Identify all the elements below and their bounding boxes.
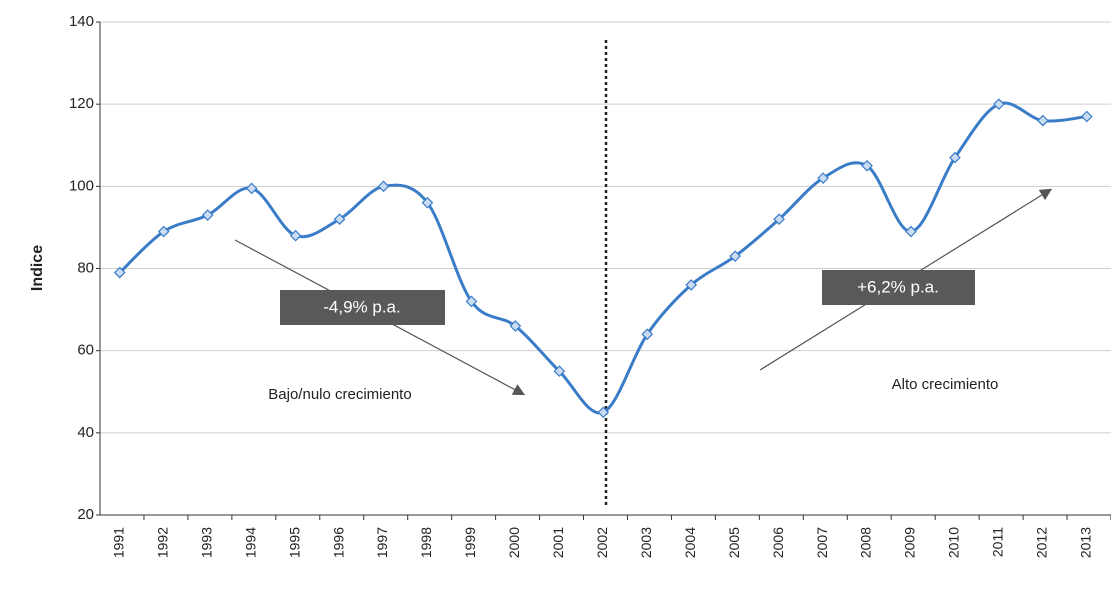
annotation-box — [280, 290, 445, 325]
annotation-box — [822, 270, 975, 305]
x-tick-label: 2005 — [726, 527, 742, 558]
x-tick-label: 1993 — [198, 527, 214, 558]
y-tick-label: 140 — [69, 13, 94, 30]
marker — [421, 196, 434, 209]
annotation: Bajo/nulo crecimiento — [268, 386, 411, 403]
marker — [861, 159, 873, 172]
x-tick-label: 1992 — [154, 527, 170, 558]
marker — [245, 182, 258, 195]
marker — [729, 250, 742, 263]
x-tick-label: 2000 — [506, 527, 522, 558]
y-tick-label: 60 — [77, 342, 94, 359]
annotation: -4,9% p.a. — [323, 297, 401, 316]
marker — [465, 295, 478, 308]
x-tick-label: 2007 — [814, 527, 830, 558]
y-tick-label: 80 — [77, 259, 94, 276]
x-tick-label: 1995 — [286, 527, 302, 558]
x-tick-label: 2003 — [638, 527, 654, 558]
marker — [157, 225, 170, 238]
marker — [905, 225, 917, 238]
x-tick-label: 1997 — [374, 527, 390, 558]
x-tick-label: 2004 — [682, 527, 698, 558]
x-tick-label: 1999 — [462, 527, 478, 558]
marker — [553, 365, 566, 378]
y-tick-label: 100 — [69, 177, 94, 194]
y-axis-label: Indice — [29, 245, 46, 291]
marker — [817, 172, 829, 184]
marker — [773, 213, 785, 226]
x-tick-label: 2008 — [858, 527, 874, 558]
x-tick-label: 2006 — [770, 527, 786, 558]
x-tick-label: 2009 — [902, 527, 918, 558]
x-tick-label: 1991 — [110, 527, 126, 558]
x-tick-label: 2002 — [594, 527, 610, 558]
x-tick-label: 1994 — [242, 527, 258, 558]
marker — [597, 406, 610, 419]
marker — [949, 151, 961, 164]
marker — [201, 209, 214, 221]
y-tick-label: 120 — [69, 95, 94, 112]
marker — [1037, 114, 1049, 127]
y-tick-label: 20 — [77, 506, 94, 523]
x-tick-label: 1996 — [330, 527, 346, 558]
x-tick-label: 2010 — [946, 527, 962, 558]
annotation: Alto crecimiento — [892, 376, 999, 393]
y-tick-label: 40 — [77, 424, 94, 441]
marker — [289, 229, 302, 242]
x-tick-label: 2012 — [1034, 527, 1050, 558]
line — [118, 101, 1087, 415]
marker — [113, 266, 126, 279]
x-tick-label: 2011 — [990, 527, 1006, 557]
marker — [641, 328, 654, 341]
x-tick-label: 1998 — [418, 527, 434, 558]
marker — [1080, 110, 1093, 123]
x-tick-label: 2013 — [1078, 527, 1094, 558]
marker — [685, 279, 698, 291]
marker — [993, 98, 1005, 111]
marker — [377, 180, 390, 193]
marker — [333, 213, 346, 226]
x-tick-label: 2001 — [550, 527, 566, 558]
marker — [509, 320, 522, 332]
annotation: +6,2% p.a. — [857, 277, 939, 296]
